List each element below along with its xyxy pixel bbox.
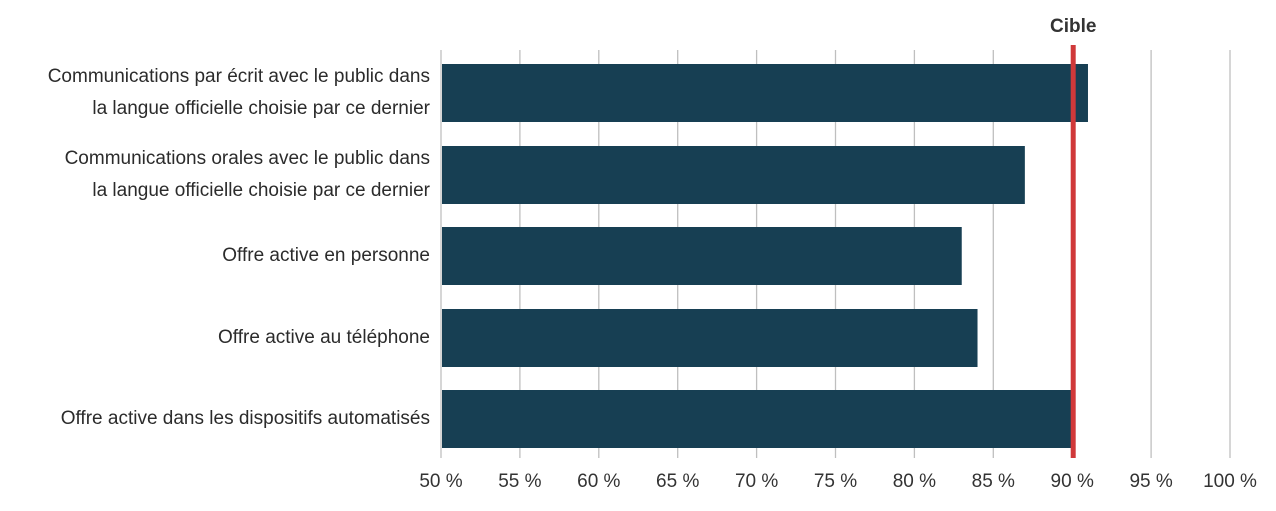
x-tick-label: 70 %	[735, 471, 778, 492]
category-label: Offre active en personne	[222, 245, 430, 266]
x-tick-label: 95 %	[1129, 471, 1172, 492]
x-tick-label: 85 %	[972, 471, 1015, 492]
x-tick-label: 100 %	[1203, 471, 1257, 492]
bar	[442, 64, 1088, 122]
category-label: Communications orales avec le public dan…	[65, 148, 430, 169]
bar	[442, 146, 1025, 204]
x-tick-label: 65 %	[656, 471, 699, 492]
x-tick-label: 55 %	[498, 471, 541, 492]
category-label: Offre active au téléphone	[218, 327, 430, 348]
target-label: Cible	[1050, 16, 1096, 37]
x-tick-label: 90 %	[1051, 471, 1094, 492]
category-label: Communications par écrit avec le public …	[48, 66, 430, 87]
bar	[442, 227, 962, 285]
x-tick-label: 80 %	[893, 471, 936, 492]
category-label: la langue officielle choisie par ce dern…	[92, 180, 430, 201]
x-tick-label: 50 %	[419, 471, 462, 492]
category-label: Offre active dans les dispositifs automa…	[61, 408, 430, 429]
bar	[442, 390, 1073, 448]
x-tick-label: 60 %	[577, 471, 620, 492]
x-tick-label: 75 %	[814, 471, 857, 492]
bar	[442, 309, 978, 367]
category-label: la langue officielle choisie par ce dern…	[92, 98, 430, 119]
